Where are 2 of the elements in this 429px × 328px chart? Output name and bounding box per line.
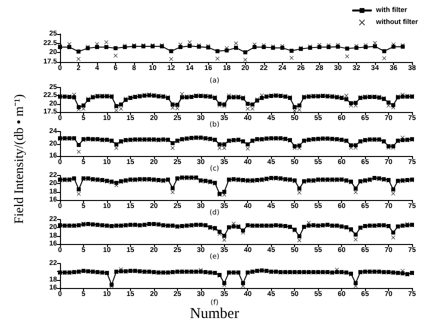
x-axis-title: Number — [188, 306, 240, 323]
y-axis-title: Field Intensity/(db • m⁻¹) — [10, 93, 27, 226]
